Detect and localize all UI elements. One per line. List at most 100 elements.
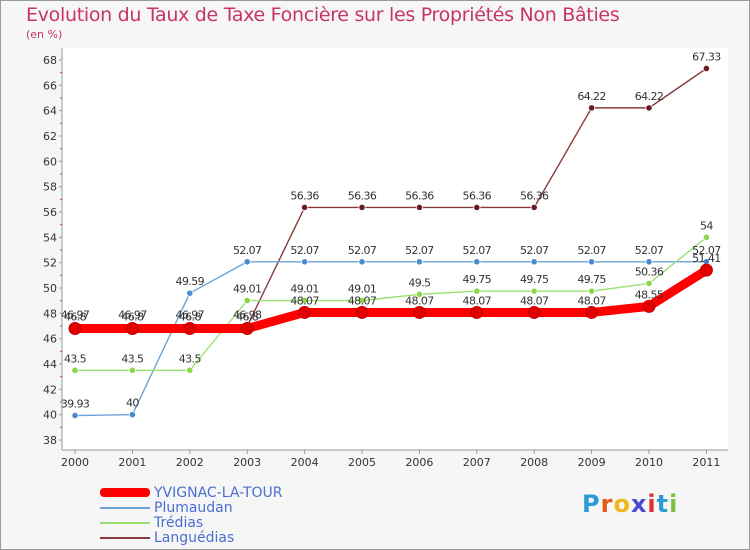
data-label: 46.8 xyxy=(64,311,87,324)
legend-label: YVIGNAC-LA-TOUR xyxy=(154,485,283,501)
data-label: 64.22 xyxy=(577,90,606,103)
x-tick-label: 2005 xyxy=(348,456,376,469)
data-label: 64.22 xyxy=(635,90,664,103)
y-tick-label: 56 xyxy=(43,206,57,219)
y-tick-label: 38 xyxy=(43,434,57,447)
data-point xyxy=(412,305,426,319)
data-point xyxy=(68,322,82,336)
data-point xyxy=(473,258,481,266)
data-label: 56.36 xyxy=(405,189,434,202)
data-label: 52.07 xyxy=(520,244,549,257)
logo-letter: i xyxy=(647,490,657,518)
x-tick-label: 2004 xyxy=(291,456,319,469)
data-label: 46.97 xyxy=(118,308,147,321)
x-tick-label: 2001 xyxy=(118,456,146,469)
data-label: 49.59 xyxy=(176,275,205,288)
legend-swatch xyxy=(100,537,150,539)
data-label: 46.8 xyxy=(236,311,259,324)
x-tick-label: 2009 xyxy=(578,456,606,469)
x-tick-label: 2000 xyxy=(61,456,89,469)
logo-letter: i xyxy=(669,490,679,518)
y-tick-label: 44 xyxy=(43,358,57,371)
data-point xyxy=(585,305,599,319)
data-point xyxy=(470,305,484,319)
data-label: 46.8 xyxy=(179,311,202,324)
data-point xyxy=(702,64,711,73)
y-tick-label: 58 xyxy=(43,181,57,194)
data-point xyxy=(243,296,251,305)
data-point xyxy=(587,258,596,266)
data-label: 48.07 xyxy=(405,294,434,307)
data-point xyxy=(415,258,423,266)
data-point xyxy=(415,203,423,212)
data-label: 49.01 xyxy=(290,283,319,296)
data-label: 50.36 xyxy=(635,265,664,278)
data-label: 52.07 xyxy=(635,244,664,257)
x-tick-label: 2003 xyxy=(233,456,261,469)
legend-label: Trédias xyxy=(154,515,204,531)
data-label: 56.36 xyxy=(348,189,377,202)
data-label: 43.5 xyxy=(64,352,87,365)
proxiti-logo: Proxiti xyxy=(582,490,678,518)
logo-letter: t xyxy=(656,490,670,518)
chart-title: Evolution du Taux de Taxe Foncière sur l… xyxy=(26,4,620,26)
data-point xyxy=(645,279,653,288)
data-label: 49.01 xyxy=(348,283,377,296)
data-label: 56.36 xyxy=(463,189,492,202)
data-point xyxy=(71,366,79,374)
data-point xyxy=(473,203,481,212)
unit-label: (en %) xyxy=(26,28,63,41)
data-label: 49.75 xyxy=(520,273,549,286)
data-point xyxy=(645,258,653,266)
data-point xyxy=(186,366,194,374)
data-point xyxy=(530,258,538,266)
data-label: 48.07 xyxy=(577,294,606,307)
data-point xyxy=(473,287,481,295)
x-tick-label: 2010 xyxy=(635,456,663,469)
data-point xyxy=(300,258,309,266)
data-label: 48.07 xyxy=(290,294,319,307)
data-label: 46.8 xyxy=(121,311,144,324)
data-label: 52.07 xyxy=(692,244,721,257)
data-label: 43.5 xyxy=(121,352,144,365)
data-point xyxy=(587,104,596,112)
data-label: 49.01 xyxy=(233,283,262,296)
data-point xyxy=(183,322,197,336)
y-tick-label: 46 xyxy=(43,333,57,346)
x-tick-label: 2011 xyxy=(692,456,720,469)
data-point xyxy=(527,305,541,319)
data-label: 56.36 xyxy=(520,189,549,202)
data-point xyxy=(415,290,423,298)
x-tick-label: 2007 xyxy=(463,456,491,469)
data-point xyxy=(645,104,653,112)
data-point xyxy=(358,258,366,266)
data-point xyxy=(71,411,79,420)
data-label: 46.97 xyxy=(176,308,205,321)
data-point xyxy=(358,203,366,212)
legend-swatch xyxy=(100,522,150,524)
data-point xyxy=(125,322,139,336)
data-point xyxy=(530,287,538,295)
data-point xyxy=(358,296,366,305)
plot-area xyxy=(62,48,728,450)
data-label: 56.36 xyxy=(290,189,319,202)
y-tick-label: 60 xyxy=(43,155,57,168)
data-point xyxy=(642,299,656,313)
logo-letter: o xyxy=(613,490,631,518)
data-label: 52.07 xyxy=(348,244,377,257)
data-label: 48.07 xyxy=(520,294,549,307)
data-point xyxy=(300,296,309,305)
data-label: 48.07 xyxy=(348,294,377,307)
data-point xyxy=(186,289,194,297)
data-label: 46.98 xyxy=(233,308,262,321)
data-label: 49.75 xyxy=(463,273,492,286)
data-label: 52.07 xyxy=(577,244,606,257)
series-line-1 xyxy=(74,261,708,417)
logo-letter: P xyxy=(582,490,601,518)
data-point xyxy=(355,305,369,319)
y-tick-label: 64 xyxy=(43,105,57,118)
logo-letter: x xyxy=(630,490,648,518)
y-tick-label: 52 xyxy=(43,257,57,270)
data-label: 48.55 xyxy=(635,288,664,301)
